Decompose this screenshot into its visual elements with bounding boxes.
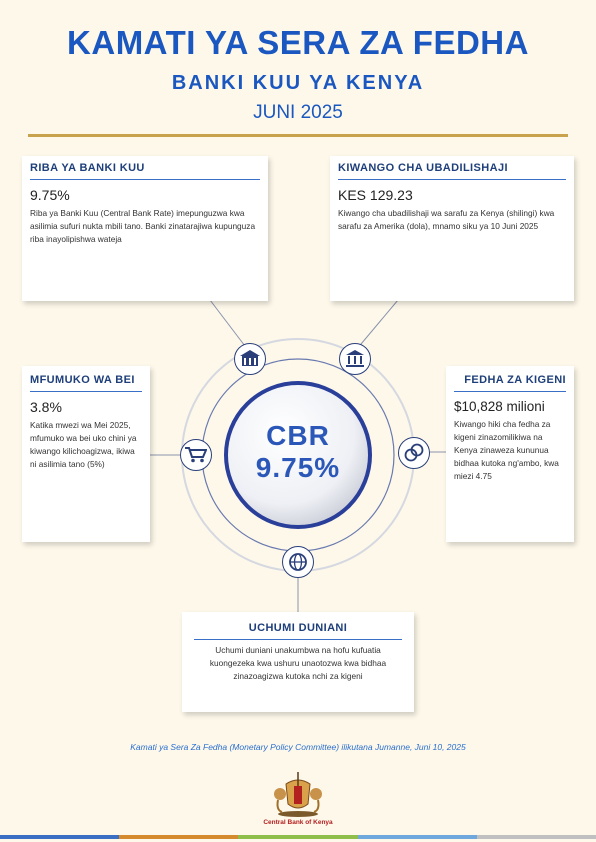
globe-icon (282, 546, 314, 578)
card-heading: FEDHA ZA KIGENI (464, 374, 566, 386)
connector-line (209, 299, 249, 351)
stripe-segment (0, 835, 120, 839)
card-central-bank-rate: RIBA YA BANKI KUU 9.75% Riba ya Banki Ku… (22, 156, 268, 301)
coins-icon (398, 437, 430, 469)
coat-of-arms-icon (274, 772, 322, 817)
page-title: KAMATI YA SERA ZA FEDHA (67, 24, 529, 61)
page-date: JUNI 2025 (253, 102, 343, 123)
card-inflation: MFUMUKO WA BEI 3.8% Katika mwezi wa Mei … (22, 366, 150, 542)
header-divider (28, 134, 568, 137)
card-heading: MFUMUKO WA BEI (30, 374, 135, 386)
card-divider (454, 391, 566, 392)
cbr-value: 9.75% (255, 452, 341, 483)
card-value: $10,828 milioni (454, 399, 545, 414)
card-global-economy: UCHUMI DUNIANI Uchumi duniani unakumbwa … (182, 612, 414, 712)
card-text: Katika mwezi wa Mei 2025, mfumuko wa bei… (30, 420, 137, 469)
card-divider (30, 179, 260, 180)
card-text: Kiwango hiki cha fedha za kigeni zinazom… (454, 419, 559, 481)
card-heading: UCHUMI DUNIANI (248, 622, 348, 634)
card-divider (194, 639, 402, 640)
card-exchange-rate: KIWANGO CHA UBADILISHAJI KES 129.23 Kiwa… (330, 156, 574, 301)
scales-icon (339, 343, 371, 375)
card-heading: RIBA YA BANKI KUU (30, 162, 145, 174)
card-divider (30, 391, 142, 392)
footer-note: Kamati ya Sera Za Fedha (Monetary Policy… (130, 742, 466, 752)
bank-name: Central Bank of Kenya (263, 819, 333, 826)
card-value: KES 129.23 (338, 187, 413, 203)
stripe-segment (357, 835, 477, 839)
card-text: Riba ya Banki Kuu (Central Bank Rate) im… (30, 208, 256, 244)
card-value: 3.8% (30, 399, 62, 415)
bank-building-icon (234, 343, 266, 375)
card-foreign-reserves: FEDHA ZA KIGENI $10,828 milioni Kiwango … (446, 366, 574, 542)
card-value: 9.75% (30, 187, 70, 203)
footer-color-stripe (0, 835, 596, 839)
cbr-label: CBR (266, 420, 330, 451)
stripe-segment (476, 835, 596, 839)
cbr-badge (224, 381, 372, 529)
stripe-segment (238, 835, 358, 839)
page-subtitle: BANKI KUU YA KENYA (171, 72, 425, 94)
card-text: Uchumi duniani unakumbwa na hofu kufuati… (209, 645, 387, 681)
connector-line (355, 299, 399, 351)
card-divider (338, 179, 566, 180)
card-text: Kiwango cha ubadilishaji wa sarafu za Ke… (338, 208, 555, 231)
shopping-cart-icon (180, 439, 212, 471)
card-heading: KIWANGO CHA UBADILISHAJI (338, 162, 508, 174)
stripe-segment (119, 835, 239, 839)
